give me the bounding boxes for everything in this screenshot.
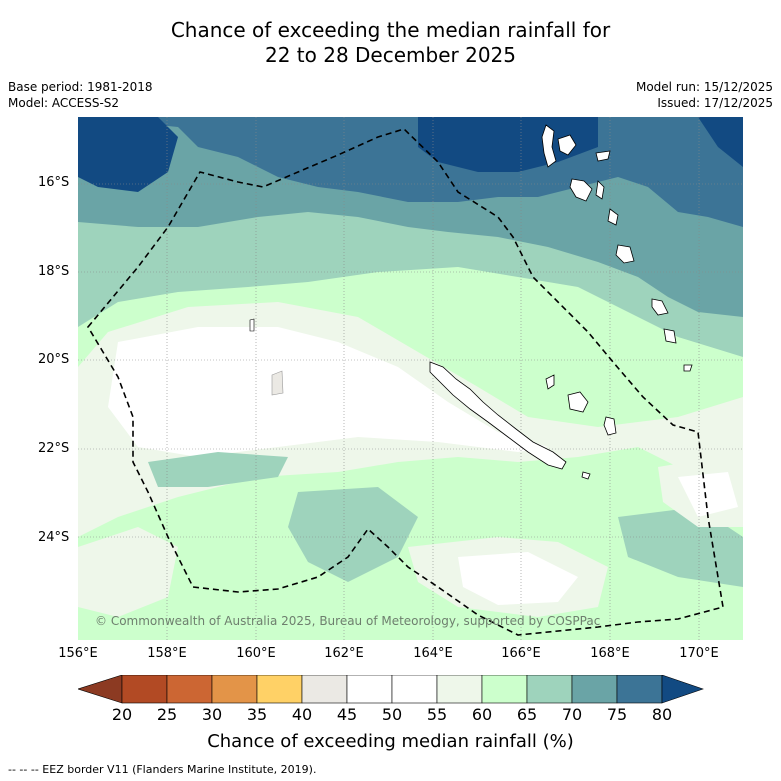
graticule: [78, 117, 743, 640]
colorbar-bin: [616, 675, 663, 704]
colorbar-bin: [526, 675, 573, 704]
lon-label-162e: 162°E: [324, 646, 364, 661]
colorbar-tick: 70: [561, 705, 583, 724]
loyalty-islands: [545, 374, 617, 480]
eez-border: [87, 128, 724, 636]
contour-65-south: [148, 452, 743, 587]
issued-date: Issued: 17/12/2025: [657, 96, 773, 110]
rainfall-map: [78, 117, 743, 640]
colorbar-tick: 80: [651, 705, 673, 724]
colorbar-tick: 25: [156, 705, 178, 724]
colorbar-tick: 65: [516, 705, 538, 724]
lon-label-168e: 168°E: [590, 646, 630, 661]
colorbar-bin: [346, 675, 393, 704]
colorbar-tick: 35: [246, 705, 268, 724]
lon-label-156e: 156°E: [58, 646, 98, 661]
contour-55: [108, 327, 548, 457]
colorbar-title: Chance of exceeding median rainfall (%): [207, 731, 574, 752]
small-island: [271, 370, 284, 396]
lon-label-166e: 166°E: [501, 646, 541, 661]
map-title: Chance of exceeding the median rainfall …: [0, 18, 781, 68]
model-name: Model: ACCESS-S2: [8, 96, 120, 110]
copyright-notice: © Commonwealth of Australia 2025, Bureau…: [95, 614, 601, 628]
small-island: [249, 318, 255, 332]
colorbar-tick: 50: [381, 705, 403, 724]
eez-footnote: -- -- -- EEZ border V11 (Flanders Marine…: [8, 763, 317, 776]
colorbar-upper-arrow: [661, 675, 704, 704]
colorbar-bin: [121, 675, 168, 704]
lat-label-22s: 22°S: [38, 441, 70, 456]
colorbar-tick: 30: [201, 705, 223, 724]
new-caledonia-island: [429, 361, 567, 470]
colorbar-bin: [211, 675, 258, 704]
lon-label-170e: 170°E: [679, 646, 719, 661]
colorbar-lower-arrow: [78, 675, 123, 704]
colorbar-bin: [301, 675, 348, 704]
colorbar-bin: [571, 675, 618, 704]
colorbar-bin: [256, 675, 303, 704]
title-line-2: 22 to 28 December 2025: [264, 43, 516, 67]
colorbar-tick: 55: [426, 705, 448, 724]
colorbar-tick: 45: [336, 705, 358, 724]
colorbar-tick: 75: [606, 705, 628, 724]
colorbar-bin: [436, 675, 483, 704]
model-run: Model run: 15/12/2025: [635, 80, 773, 94]
colorbar-bin: [166, 675, 213, 704]
lon-label-158e: 158°E: [147, 646, 187, 661]
run-info: Model run: 15/12/2025 Issued: 17/12/2025: [636, 79, 773, 111]
lon-label-160e: 160°E: [236, 646, 276, 661]
contour-85: [78, 117, 743, 192]
colorbar-tick: 60: [471, 705, 493, 724]
colorbar-bin: [481, 675, 528, 704]
lat-label-20s: 20°S: [38, 352, 70, 367]
colorbar-tick: 40: [291, 705, 313, 724]
colorbar: [78, 675, 704, 704]
title-line-1: Chance of exceeding the median rainfall …: [170, 18, 611, 42]
vanuatu-islands: [541, 124, 693, 372]
model-info: Base period: 1981-2018 Model: ACCESS-S2: [8, 79, 153, 111]
lat-label-24s: 24°S: [38, 530, 70, 545]
lat-label-16s: 16°S: [38, 175, 70, 190]
lat-label-18s: 18°S: [38, 264, 70, 279]
colorbar-bin: [391, 675, 438, 704]
base-period: Base period: 1981-2018: [8, 80, 153, 94]
colorbar-tick: 20: [111, 705, 133, 724]
lon-label-164e: 164°E: [413, 646, 453, 661]
contour-55-south: [458, 472, 738, 605]
